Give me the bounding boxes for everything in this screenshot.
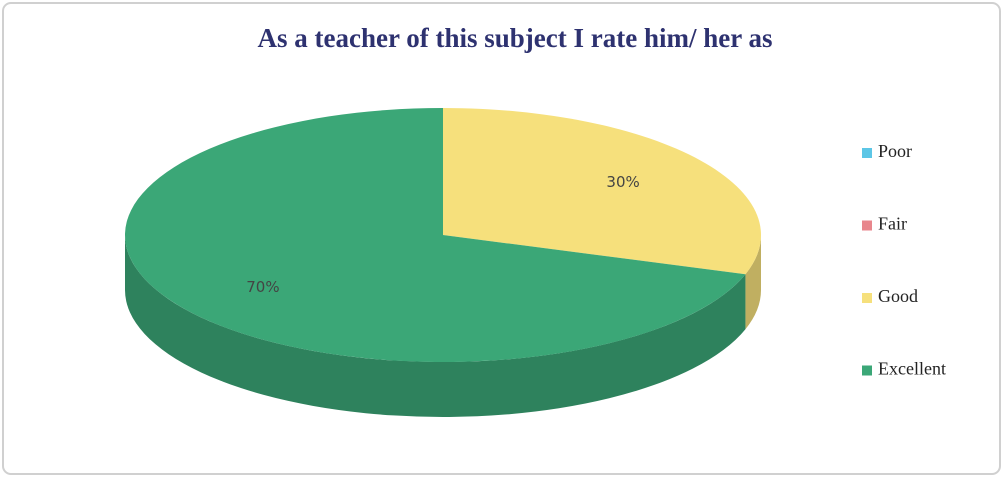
pie-slice-top	[124, 108, 746, 362]
pie-slice-side	[745, 235, 761, 330]
legend-swatch	[862, 148, 872, 158]
data-label: 30%	[606, 173, 639, 191]
pie-slice-top	[443, 108, 761, 275]
legend-swatch	[862, 220, 872, 231]
chart-title: As a teacher of this subject I rate him/…	[258, 23, 773, 53]
legend-label: Good	[878, 286, 918, 306]
pie-slice	[124, 108, 746, 417]
legend-swatch	[862, 365, 872, 376]
legend-label: Excellent	[878, 359, 946, 379]
data-label: 70%	[246, 278, 279, 296]
legend-label: Fair	[878, 214, 907, 234]
pie-slice	[443, 108, 761, 330]
pie-slice-side	[125, 235, 746, 417]
legend-label: Poor	[878, 141, 912, 161]
legend-swatch	[862, 293, 872, 303]
